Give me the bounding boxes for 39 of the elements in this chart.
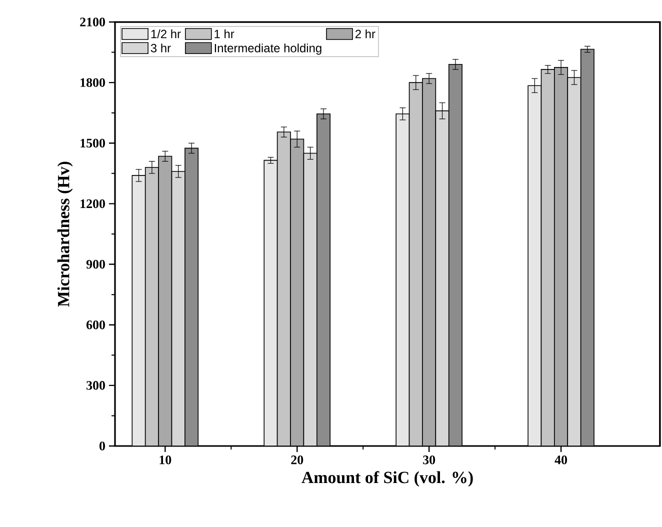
bar: [184, 148, 199, 446]
bar: [528, 85, 542, 446]
bar: [567, 77, 582, 446]
x-tick-label: 10: [160, 456, 172, 464]
y-tick-label: 0: [100, 442, 105, 450]
y-tick-label: 1800: [80, 78, 105, 87]
legend-label: 2 hr: [355, 29, 376, 38]
legend-label: 1/2 hr: [151, 29, 181, 38]
x-axis-title: Amount of SiC (vol. %): [302, 471, 473, 487]
bar: [171, 171, 186, 446]
y-tick-label: 1200: [80, 199, 105, 208]
legend-label: 3 hr: [150, 44, 171, 52]
y-axis-title: Microhardness (Hv): [57, 162, 73, 307]
bar: [408, 82, 423, 446]
bar: [435, 110, 450, 446]
bar: [264, 160, 278, 446]
bar: [554, 67, 568, 446]
x-tick-label: 40: [554, 456, 568, 464]
bar: [396, 113, 410, 446]
x-tick-label: 30: [423, 456, 436, 464]
y-tick-label: 1500: [80, 138, 105, 148]
bar: [158, 156, 172, 446]
bar: [448, 64, 462, 446]
x-tick-label: 20: [291, 456, 304, 464]
bar: [303, 152, 318, 446]
y-tick-label: 300: [86, 381, 105, 390]
legend-label: Intermediate holding: [214, 44, 322, 55]
bar: [316, 113, 330, 446]
bar: [144, 166, 159, 446]
bar: [132, 175, 146, 446]
y-tick-label: 600: [86, 320, 105, 330]
bar: [276, 132, 291, 446]
y-tick-label: 900: [86, 260, 105, 269]
y-tick-label: 2100: [80, 18, 105, 26]
bar: [580, 48, 594, 446]
bar: [290, 138, 304, 446]
legend-label: 1 hr: [214, 29, 234, 38]
bar: [422, 78, 436, 446]
bar: [540, 69, 555, 446]
